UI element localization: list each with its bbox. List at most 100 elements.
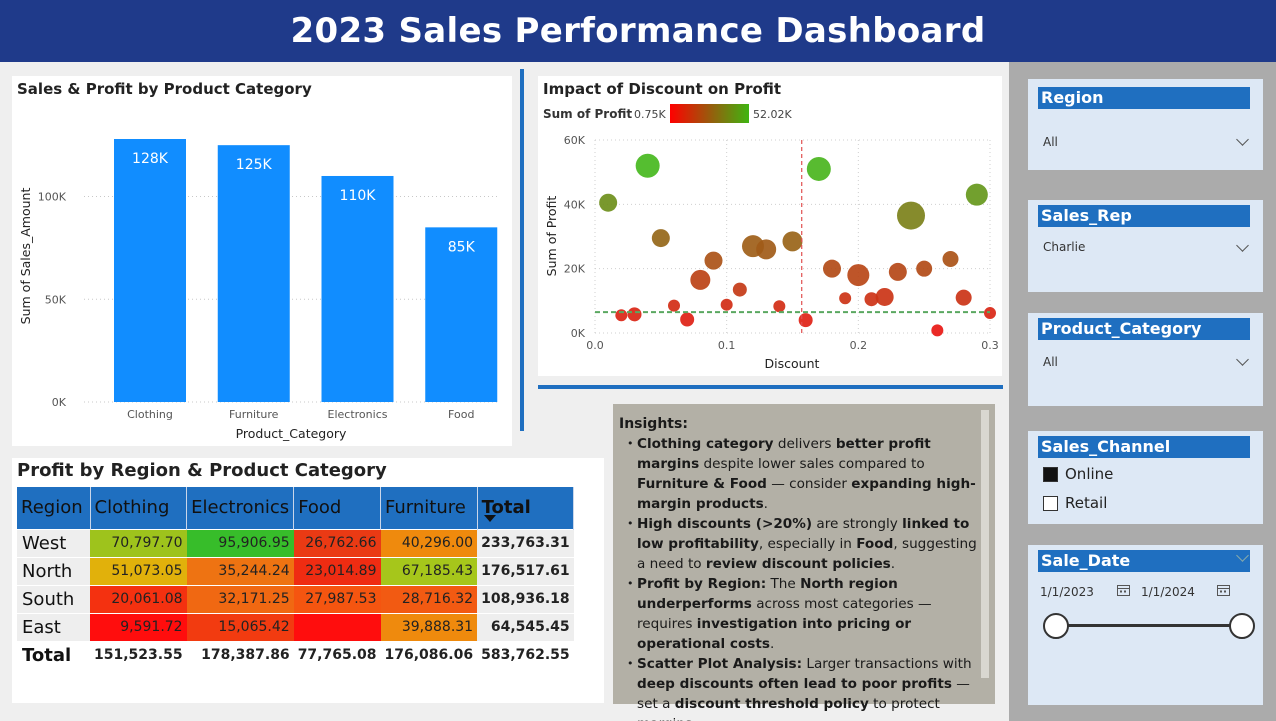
insight-emphasis: review discount policies bbox=[705, 556, 891, 572]
chevron-down-icon[interactable] bbox=[1236, 133, 1249, 146]
insights-scrollbar[interactable] bbox=[981, 410, 989, 678]
col-header-clothing[interactable]: Clothing bbox=[90, 487, 188, 529]
table-cell[interactable]: 28,716.32 bbox=[380, 584, 478, 613]
bar-data-label: 110K bbox=[340, 188, 377, 204]
table-cell[interactable]: 20,061.08 bbox=[90, 584, 187, 613]
table-cell[interactable]: 15,065.42 bbox=[186, 612, 294, 641]
table-cell[interactable]: 9,591.72 bbox=[90, 612, 187, 641]
product-category-slicer[interactable]: Product_Category All bbox=[1028, 313, 1263, 406]
table-cell[interactable]: 51,073.05 bbox=[90, 556, 187, 585]
legend-title: Sum of Profit bbox=[543, 107, 632, 121]
row-total-cell[interactable]: 108,936.18 bbox=[477, 584, 574, 613]
table-cell[interactable]: 26,762.66 bbox=[293, 528, 381, 557]
scatter-point bbox=[773, 300, 786, 313]
retail-checkbox[interactable] bbox=[1043, 496, 1058, 511]
col-header-region[interactable]: Region bbox=[17, 487, 91, 529]
row-total-cell[interactable]: 64,545.45 bbox=[477, 612, 574, 641]
legend-min-label: 0.75K bbox=[634, 108, 666, 121]
table-row[interactable]: West 70,797.70 95,906.95 26,762.66 40,296.00… bbox=[17, 528, 574, 557]
insight-text: Larger transactions with bbox=[802, 656, 972, 672]
online-checkbox[interactable] bbox=[1043, 467, 1058, 482]
row-header-region[interactable]: North bbox=[17, 556, 90, 585]
col-header-food[interactable]: Food bbox=[293, 487, 382, 529]
profit-matrix-table[interactable]: Region Clothing Electronics Food Furnitu… bbox=[17, 487, 575, 669]
table-cell[interactable]: 40,296.00 bbox=[380, 528, 478, 557]
table-cell[interactable]: 32,171.25 bbox=[186, 584, 294, 613]
matrix-panel[interactable]: Profit by Region & Product Category Regi… bbox=[12, 458, 604, 703]
column-total-cell[interactable]: 176,086.06 bbox=[380, 640, 478, 669]
bar-panel-border bbox=[520, 69, 524, 431]
row-header-region[interactable]: South bbox=[17, 584, 90, 613]
table-cell[interactable]: 67,185.43 bbox=[380, 556, 478, 585]
table-cell[interactable]: 95,906.95 bbox=[186, 528, 294, 557]
table-cell[interactable]: 23,014.89 bbox=[293, 556, 381, 585]
bar bbox=[114, 139, 186, 402]
column-total-cell[interactable]: 151,523.55 bbox=[90, 640, 187, 669]
column-total-cell[interactable]: 77,765.08 bbox=[293, 640, 381, 669]
sales-rep-slicer-value[interactable]: Charlie bbox=[1043, 240, 1086, 254]
online-checkbox-label[interactable]: Online bbox=[1065, 465, 1114, 483]
region-slicer-value[interactable]: All bbox=[1043, 135, 1058, 149]
insights-panel[interactable]: Insights: Clothing category delivers bet… bbox=[613, 404, 995, 721]
total-row-label[interactable]: Total bbox=[17, 640, 90, 669]
calendar-icon[interactable] bbox=[1117, 584, 1130, 596]
y-tick-label: 40K bbox=[564, 198, 586, 211]
date-range-track[interactable] bbox=[1056, 624, 1242, 627]
insight-text: delivers bbox=[773, 436, 836, 452]
grand-total-cell[interactable]: 583,762.55 bbox=[477, 640, 574, 669]
y-tick-label: 20K bbox=[564, 263, 586, 276]
sales-channel-slicer[interactable]: Sales_Channel Online Retail bbox=[1028, 431, 1263, 524]
sales-rep-slicer[interactable]: Sales_Rep Charlie bbox=[1028, 200, 1263, 292]
row-header-region[interactable]: West bbox=[17, 528, 90, 557]
table-cell[interactable]: 70,797.70 bbox=[90, 528, 187, 557]
table-row[interactable]: East 9,591.72 15,065.42 39,888.31 64,545.45 bbox=[17, 612, 574, 641]
start-date-input[interactable]: 1/1/2023 bbox=[1040, 585, 1094, 599]
scatter-chart-panel[interactable]: Impact of Discount on Profit Sum of Prof… bbox=[538, 76, 1002, 376]
scatter-point bbox=[864, 292, 879, 307]
date-range-end-handle[interactable] bbox=[1229, 613, 1255, 639]
insight-emphasis: Furniture & Food bbox=[637, 476, 767, 492]
table-row[interactable]: South 20,061.08 32,171.25 27,987.53 28,716.3… bbox=[17, 584, 574, 613]
row-header-region[interactable]: East bbox=[17, 612, 90, 641]
insight-item: High discounts (>20%) are strongly linke… bbox=[619, 514, 983, 574]
calendar-icon[interactable] bbox=[1217, 584, 1230, 596]
scatter-point bbox=[704, 251, 723, 270]
retail-checkbox-label[interactable]: Retail bbox=[1065, 494, 1108, 512]
table-cell[interactable] bbox=[293, 612, 381, 641]
date-range-start-handle[interactable] bbox=[1043, 613, 1069, 639]
col-header-total[interactable]: Total bbox=[477, 487, 575, 529]
row-total-cell[interactable]: 233,763.31 bbox=[477, 528, 574, 557]
insight-emphasis: High discounts (>20%) bbox=[637, 516, 813, 532]
column-total-cell[interactable]: 178,387.86 bbox=[186, 640, 294, 669]
scatter-point bbox=[782, 231, 803, 252]
x-tick-label: Clothing bbox=[127, 408, 173, 421]
product-category-slicer-value[interactable]: All bbox=[1043, 355, 1058, 369]
row-total-cell[interactable]: 176,517.61 bbox=[477, 556, 574, 585]
x-tick-label: 0.3 bbox=[981, 339, 999, 352]
table-total-row[interactable]: Total 151,523.55 178,387.86 77,765.08 176,08… bbox=[17, 640, 574, 669]
bar-data-label: 128K bbox=[132, 151, 169, 167]
col-header-electronics[interactable]: Electronics bbox=[186, 487, 295, 529]
bar-chart-panel[interactable]: Sales & Profit by Product Category 0K 50K… bbox=[12, 76, 512, 446]
y-tick-label: 50K bbox=[45, 293, 67, 306]
table-cell[interactable]: 27,987.53 bbox=[293, 584, 381, 613]
table-cell[interactable]: 39,888.31 bbox=[380, 612, 478, 641]
dashboard-header: 2023 Sales Performance Dashboard bbox=[0, 0, 1276, 62]
x-tick-label: 0.2 bbox=[850, 339, 868, 352]
insight-item: Scatter Plot Analysis: Larger transactio… bbox=[619, 654, 983, 721]
chevron-down-icon[interactable] bbox=[1236, 353, 1249, 366]
insight-emphasis: Food bbox=[856, 536, 894, 552]
region-slicer[interactable]: Region All bbox=[1028, 79, 1263, 170]
table-row[interactable]: North 51,073.05 35,244.24 23,014.89 67,185.4… bbox=[17, 556, 574, 585]
bar-data-label: 85K bbox=[448, 239, 476, 255]
col-header-furniture[interactable]: Furniture bbox=[380, 487, 478, 529]
insight-text: , especially in bbox=[758, 536, 857, 552]
scatter-point bbox=[690, 269, 711, 290]
scatter-point bbox=[965, 183, 988, 206]
x-axis-title: Discount bbox=[765, 356, 820, 371]
chevron-down-icon[interactable] bbox=[1236, 239, 1249, 252]
table-cell[interactable]: 35,244.24 bbox=[186, 556, 294, 585]
scatter-point bbox=[888, 262, 907, 281]
sale-date-slicer[interactable]: Sale_Date 1/1/2023 1/1/2024 bbox=[1028, 545, 1263, 705]
end-date-input[interactable]: 1/1/2024 bbox=[1141, 585, 1195, 599]
